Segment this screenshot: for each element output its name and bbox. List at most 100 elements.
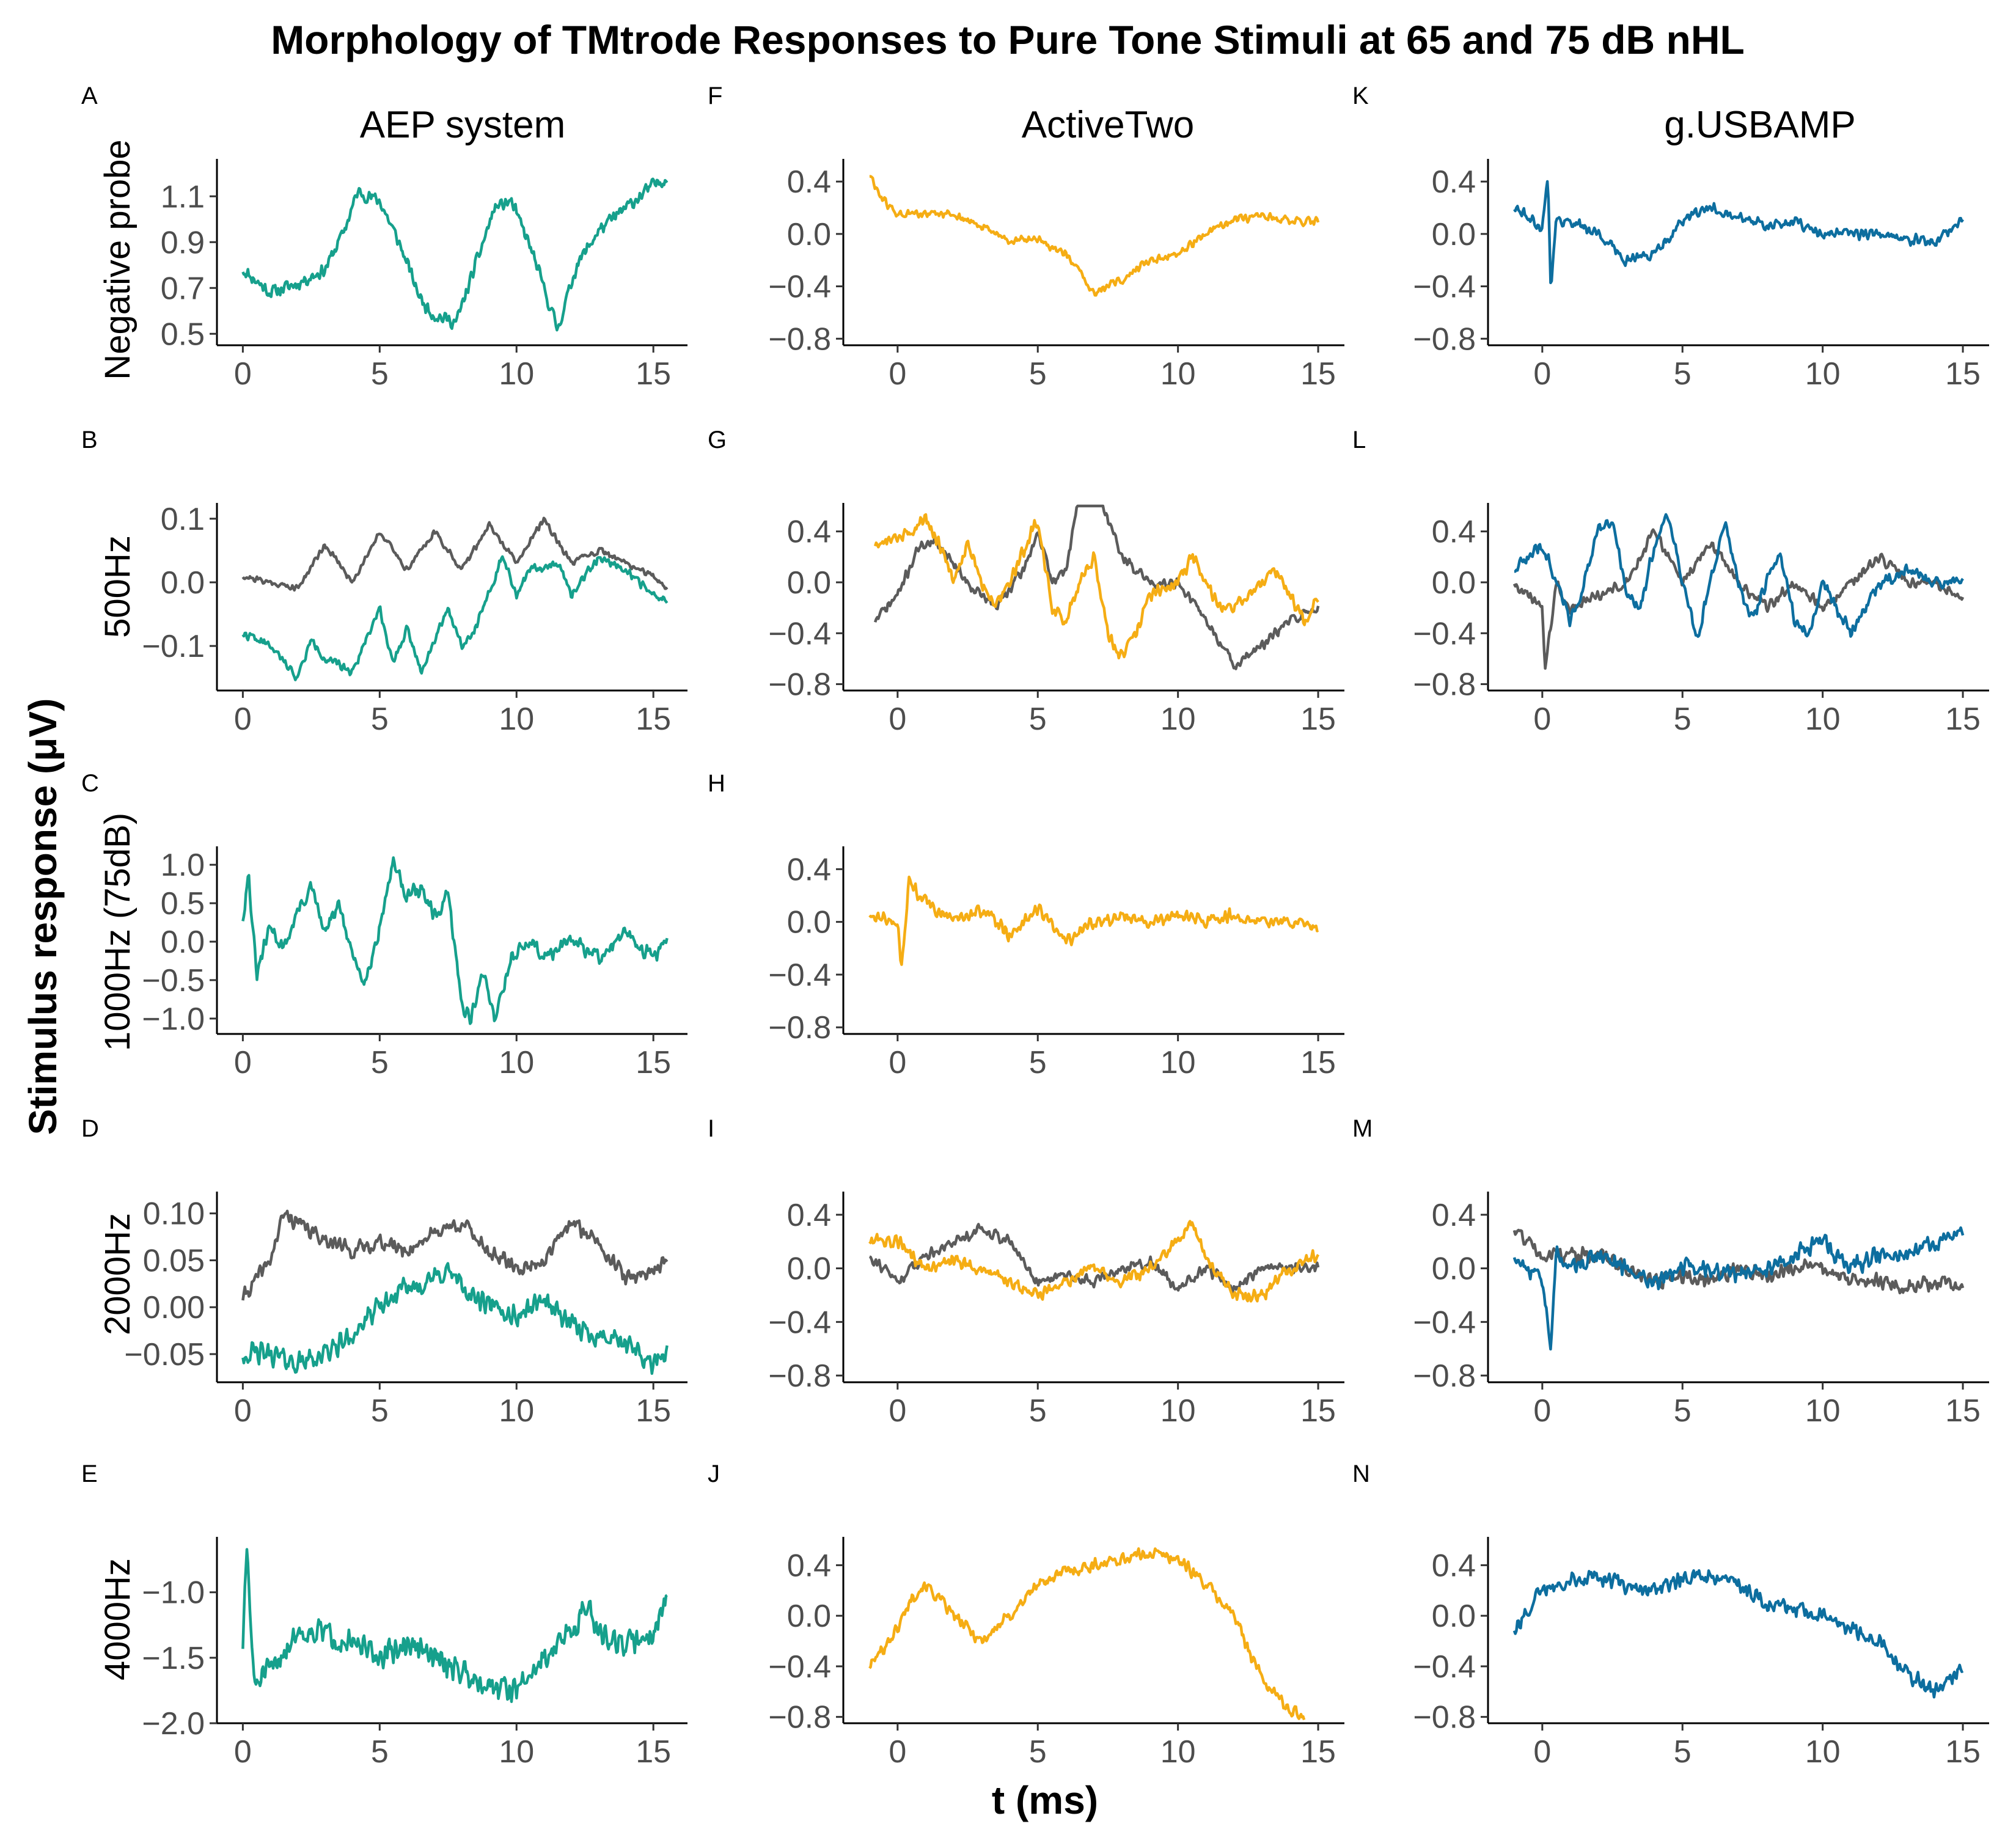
panel-f: F −0.8 −0.4 0.0 0.4 0 5 10 15 [708,82,1344,392]
x-tick-label: 0 [234,356,252,392]
row-label-4000hz: 4000Hz [98,1558,137,1680]
panel-letter: I [708,1115,714,1142]
y-tick-label: 1.0 [161,848,205,883]
x-tick-label: 10 [1160,1045,1196,1080]
y-tick-label: 0.4 [787,852,831,887]
y-tick-label: −0.05 [124,1337,205,1372]
x-tick-label: 10 [1805,1393,1841,1429]
x-tick-label: 0 [1533,356,1551,392]
y-tick-label: 0.4 [787,1548,831,1583]
x-tick-label: 5 [1674,1393,1692,1429]
figure-x-label: t (ms) [992,1778,1098,1822]
series-line [873,504,1320,670]
y-tick-label: 0.0 [1432,1251,1476,1287]
series-line [241,856,669,1025]
x-tick-label: 15 [636,1045,671,1080]
row-label-1000hz: 1000Hz (75dB) [98,813,137,1051]
x-tick-label: 10 [499,1393,534,1429]
panel-a: A 0.5 0.7 0.9 1.1 0 5 10 15 [81,82,687,392]
panel-letter: M [1352,1115,1373,1142]
y-tick-label: −1.5 [142,1641,205,1676]
x-tick-label: 10 [499,356,534,392]
y-tick-label: −0.8 [1413,1700,1476,1735]
y-tick-label: −0.8 [1413,1358,1476,1394]
y-tick-label: −0.4 [1413,616,1476,651]
y-tick-label: 0.0 [161,565,205,601]
series-line [241,1262,669,1375]
panel-letter: L [1352,427,1366,453]
y-tick-label: 0.0 [1432,217,1476,252]
x-tick-label: 15 [636,1393,671,1429]
y-tick-label: 0.10 [143,1196,205,1232]
y-tick-label: 0.0 [787,1599,831,1634]
panel-c: C −1.0 −0.50.00.51.0 0 5 10 15 [81,770,687,1080]
x-tick-label: 5 [1674,1734,1692,1770]
y-tick-label: 0.0 [161,925,205,960]
y-tick-label: −0.1 [142,629,205,664]
y-tick-label: −0.8 [1413,321,1476,357]
panel-h: H −0.8 −0.4 0.0 0.4 0 5 10 15 [708,770,1344,1080]
x-tick-label: 5 [1674,702,1692,737]
x-tick-label: 5 [371,1393,389,1429]
series-line [241,1209,669,1301]
y-tick-label: −0.5 [142,963,205,998]
y-tick-label: 0.4 [1432,1548,1476,1583]
series-line [868,1223,1320,1294]
panel-letter: C [81,770,99,797]
panel-letter: G [708,427,727,453]
x-tick-label: 15 [1945,702,1981,737]
x-tick-label: 0 [889,1393,906,1429]
y-tick-label: 0.4 [787,515,831,550]
y-tick-label: −0.8 [768,1700,831,1735]
panels: A0.50.70.91.10 5 10 15B−0.10.00.10 5 10 15C−1.… [81,82,1989,1770]
x-tick-label: 15 [1300,356,1336,392]
series-line [241,516,669,592]
x-tick-label: 0 [234,702,252,737]
x-tick-label: 10 [499,1734,534,1770]
y-tick-label: 0.9 [161,225,205,260]
x-tick-label: 10 [1805,356,1841,392]
panel-m: M −0.8 −0.4 0.0 0.4 0 5 10 15 [1352,1115,1989,1429]
panel-e: E −2.0 −1.5 −1.0 0 5 10 15 [81,1460,687,1770]
series-line [868,1220,1320,1303]
panel-letter: K [1352,82,1369,109]
y-tick-label: 0.4 [1432,515,1476,550]
y-tick-label: −0.8 [768,1010,831,1046]
y-tick-label: 0.4 [787,164,831,200]
panel-l: L −0.8 −0.4 0.0 0.4 0 5 10 15 [1352,427,1989,737]
x-tick-label: 5 [1029,1045,1047,1080]
row-label-negative-probe: Negative probe [98,139,137,379]
x-tick-label: 15 [636,356,671,392]
x-tick-label: 0 [1533,1734,1551,1770]
x-tick-label: 15 [636,1734,671,1770]
y-tick-label: 0.5 [161,317,205,352]
series-line [1512,1226,1965,1351]
y-tick-label: 1.1 [161,179,205,214]
series-line [1512,1228,1965,1295]
y-tick-label: −0.4 [1413,269,1476,305]
panel-letter: N [1352,1460,1370,1487]
x-tick-label: 0 [1533,1393,1551,1429]
x-tick-label: 10 [1805,1734,1841,1770]
x-tick-label: 5 [1674,356,1692,392]
panel-d: D −0.05 0.00 0.05 0.10 0 5 10 15 [81,1115,687,1429]
column-title-aep: AEP system [360,104,566,146]
x-tick-label: 15 [1300,1045,1336,1080]
y-tick-label: −0.8 [768,1358,831,1394]
x-tick-label: 5 [371,356,389,392]
series-line [241,1548,668,1703]
x-tick-label: 0 [889,1734,906,1770]
panel-letter: F [708,82,722,109]
y-tick-label: 0.0 [787,1251,831,1287]
panel-b: B −0.1 0.0 0.1 0 5 10 15 [81,427,687,737]
x-tick-label: 0 [889,356,906,392]
series-line [869,175,1320,297]
y-tick-label: −0.4 [768,958,831,993]
y-tick-label: −0.8 [768,667,831,703]
y-tick-label: 0.1 [161,502,205,537]
y-tick-label: −0.4 [768,1305,831,1340]
series-line [1512,1569,1964,1699]
y-tick-label: 0.05 [143,1243,205,1278]
column-title-usbamp: g.USBAMP [1664,104,1856,146]
panel-j: J −0.8 −0.4 0.0 0.4 0 5 10 15 [708,1460,1344,1770]
